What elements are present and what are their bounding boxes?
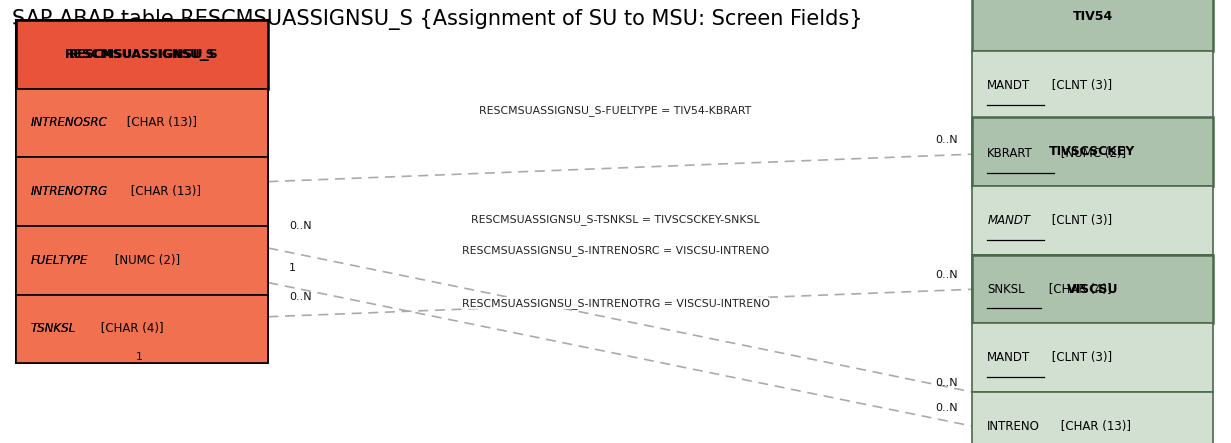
Text: RESCMSUASSIGNSU_S-FUELTYPE = TIV54-KBRART: RESCMSUASSIGNSU_S-FUELTYPE = TIV54-KBRAR… — [479, 105, 752, 116]
Text: RESCMSUASSIGNSU_S-INTRENOTRG = VISCSU-INTRENO: RESCMSUASSIGNSU_S-INTRENOTRG = VISCSU-IN… — [462, 298, 769, 309]
Text: RESCMSUASSIGNSU_S: RESCMSUASSIGNSU_S — [65, 48, 219, 61]
Text: INTRENOSRC: INTRENOSRC — [31, 117, 107, 129]
Text: 0..N: 0..N — [936, 270, 958, 280]
Text: TSNKSL: TSNKSL — [31, 323, 76, 335]
Text: INTRENOSRC [CHAR (13)]: INTRENOSRC [CHAR (13)] — [31, 117, 182, 129]
Text: 0..N: 0..N — [289, 221, 311, 231]
FancyBboxPatch shape — [16, 20, 268, 89]
Text: [CHAR (13)]: [CHAR (13)] — [127, 185, 201, 198]
Text: RESCMSUASSIGNSU_S-INTRENOSRC = VISCSU-INTRENO: RESCMSUASSIGNSU_S-INTRENOSRC = VISCSU-IN… — [462, 245, 769, 256]
FancyBboxPatch shape — [972, 117, 1213, 186]
Text: INTRENOTRG: INTRENOTRG — [31, 185, 108, 198]
FancyBboxPatch shape — [16, 157, 268, 226]
Text: MANDT: MANDT — [987, 214, 1030, 227]
FancyBboxPatch shape — [16, 20, 268, 89]
FancyBboxPatch shape — [972, 323, 1213, 392]
Text: 0..N: 0..N — [936, 403, 958, 412]
Text: INTRENOSRC: INTRENOSRC — [31, 117, 107, 129]
Text: FUELTYPE: FUELTYPE — [31, 254, 89, 267]
Text: [CHAR (13)]: [CHAR (13)] — [1057, 420, 1131, 433]
FancyBboxPatch shape — [16, 157, 268, 226]
FancyBboxPatch shape — [972, 392, 1213, 443]
Text: INTRENOTRG [CHAR (13)]: INTRENOTRG [CHAR (13)] — [31, 185, 182, 198]
Text: SAP ABAP table RESCMSUASSIGNSU_S {Assignment of SU to MSU: Screen Fields}: SAP ABAP table RESCMSUASSIGNSU_S {Assign… — [12, 9, 863, 30]
Text: KBRART: KBRART — [987, 148, 1033, 160]
Text: SNKSL: SNKSL — [987, 283, 1025, 295]
Text: [NUMC (2)]: [NUMC (2)] — [1057, 148, 1126, 160]
Text: RESCMSUASSIGNSU_S-TSNKSL = TIVSCSCKEY-SNKSL: RESCMSUASSIGNSU_S-TSNKSL = TIVSCSCKEY-SN… — [471, 214, 760, 225]
Text: FUELTYPE: FUELTYPE — [31, 254, 89, 267]
Text: TIVSCSCKEY: TIVSCSCKEY — [1049, 145, 1136, 158]
Text: 0..N: 0..N — [936, 135, 958, 144]
Text: TSNKSL: TSNKSL — [31, 323, 76, 335]
Text: 1: 1 — [289, 263, 297, 273]
Text: VISCSU: VISCSU — [1067, 283, 1118, 295]
FancyBboxPatch shape — [16, 295, 268, 363]
Text: TSNKSL [CHAR (4)]: TSNKSL [CHAR (4)] — [31, 323, 143, 335]
Text: MANDT: MANDT — [987, 79, 1030, 92]
FancyBboxPatch shape — [16, 89, 268, 157]
Text: [CHAR (4)]: [CHAR (4)] — [97, 323, 164, 335]
Text: RESCMSUASSIGNSU_S: RESCMSUASSIGNSU_S — [69, 48, 215, 61]
Text: 0..N: 0..N — [936, 378, 958, 388]
Text: INTRENOTRG: INTRENOTRG — [31, 185, 108, 198]
Text: FUELTYPE: FUELTYPE — [31, 254, 89, 267]
Text: FUELTYPE [NUMC (2)]: FUELTYPE [NUMC (2)] — [31, 254, 158, 267]
FancyBboxPatch shape — [972, 186, 1213, 255]
Text: INTRENOTRG: INTRENOTRG — [31, 185, 108, 198]
FancyBboxPatch shape — [16, 226, 268, 295]
Text: INTRENOSRC: INTRENOSRC — [31, 117, 107, 129]
Text: [CLNT (3)]: [CLNT (3)] — [1048, 79, 1112, 92]
Text: [CHAR (4)]: [CHAR (4)] — [1045, 283, 1112, 295]
Text: TIV54: TIV54 — [1072, 10, 1113, 23]
Text: [NUMC (2)]: [NUMC (2)] — [111, 254, 180, 267]
Text: 1: 1 — [135, 352, 143, 361]
Text: INTRENO: INTRENO — [987, 420, 1040, 433]
FancyBboxPatch shape — [972, 255, 1213, 323]
Text: 0..N: 0..N — [289, 292, 311, 302]
FancyBboxPatch shape — [972, 0, 1213, 51]
Text: [CLNT (3)]: [CLNT (3)] — [1048, 214, 1112, 227]
FancyBboxPatch shape — [16, 295, 268, 363]
FancyBboxPatch shape — [16, 226, 268, 295]
Text: [CLNT (3)]: [CLNT (3)] — [1048, 351, 1112, 364]
FancyBboxPatch shape — [972, 51, 1213, 120]
Text: MANDT: MANDT — [987, 351, 1030, 364]
Text: [CHAR (13)]: [CHAR (13)] — [123, 117, 197, 129]
FancyBboxPatch shape — [16, 89, 268, 157]
FancyBboxPatch shape — [972, 120, 1213, 188]
Text: TSNKSL: TSNKSL — [31, 323, 76, 335]
FancyBboxPatch shape — [972, 255, 1213, 323]
